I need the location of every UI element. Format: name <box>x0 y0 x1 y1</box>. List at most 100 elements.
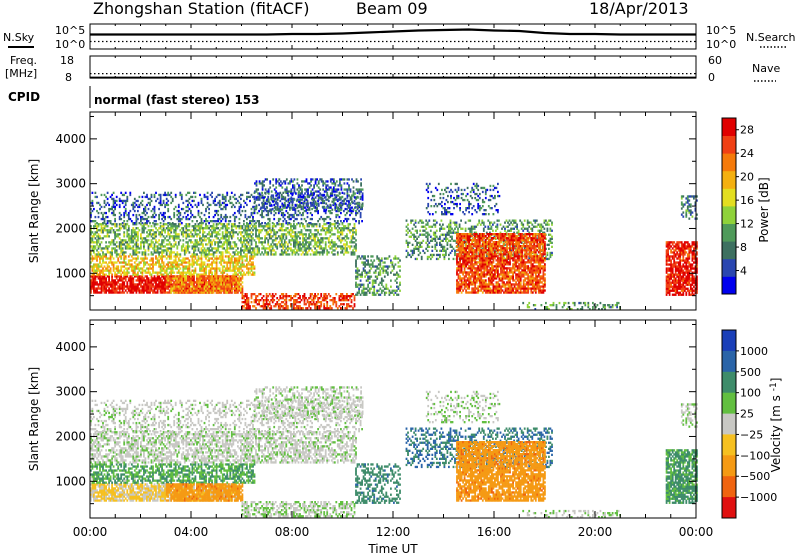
power-echo-cell <box>171 197 174 201</box>
power-echo-cell <box>143 287 145 290</box>
power-echo-cell <box>202 239 204 242</box>
power-echo-cell <box>158 227 160 230</box>
power-echo-cell <box>258 235 260 238</box>
power-echo-cell <box>117 279 120 282</box>
power-echo-cell <box>100 223 103 226</box>
power-echo-cell <box>182 277 185 280</box>
power-echo-cell <box>135 283 138 286</box>
power-echo-cell <box>150 225 153 228</box>
power-echo-cell <box>273 206 276 209</box>
power-echo-cell <box>309 231 312 234</box>
power-echo-cell <box>250 265 253 268</box>
power-echo-cell <box>353 253 356 256</box>
power-echo-cell <box>200 197 203 201</box>
power-echo-cell <box>291 229 294 232</box>
power-echo-cell <box>321 253 324 256</box>
power-echo-cell <box>111 239 113 242</box>
power-echo-cell <box>340 220 342 223</box>
power-echo-cell <box>226 235 229 238</box>
power-echo-cell <box>199 235 201 238</box>
power-echo-cell <box>267 190 270 193</box>
power-echo-cell <box>335 194 338 197</box>
power-echo-cell <box>112 223 115 226</box>
power-echo-cell <box>243 241 245 244</box>
power-echo-cell <box>276 202 279 205</box>
power-echo-cell <box>336 229 339 232</box>
power-echo-cell <box>247 241 250 244</box>
power-echo-cell <box>126 235 129 238</box>
power-echo-cell <box>97 233 100 236</box>
power-echo-cell <box>215 287 218 290</box>
power-echo-cell <box>123 271 126 274</box>
power-echo-cell <box>126 197 129 201</box>
power-echo-cell <box>203 213 206 217</box>
power-echo-cell <box>312 301 315 304</box>
power-echo-cell <box>305 249 307 252</box>
power-echo-cell <box>205 273 207 276</box>
power-echo-cell <box>124 251 127 254</box>
power-echo-cell <box>137 227 139 230</box>
power-echo-cell <box>305 198 308 201</box>
power-echo-cell <box>167 231 170 234</box>
power-echo-cell <box>168 215 171 219</box>
power-echo-cell <box>302 307 304 310</box>
power-echo-cell <box>310 190 312 193</box>
power-echo-cell <box>179 263 182 266</box>
power-echo-cell <box>340 186 343 189</box>
power-echo-cell <box>177 265 180 268</box>
power-echo-cell <box>180 273 183 276</box>
power-echo-cell <box>232 233 235 236</box>
power-echo-cell <box>141 237 144 240</box>
power-echo-cell <box>133 269 136 272</box>
power-echo-cell <box>102 257 104 260</box>
power-echo-cell <box>102 285 104 288</box>
power-echo-cell <box>336 251 339 254</box>
power-echo-cell <box>177 253 180 256</box>
noise-strip <box>89 23 697 50</box>
power-echo-cell <box>118 271 121 274</box>
power-echo-cell <box>176 283 179 286</box>
power-echo-cell <box>326 227 329 230</box>
power-echo-cell <box>296 178 299 181</box>
power-echo-cell <box>359 213 362 217</box>
power-echo-cell <box>247 261 250 264</box>
power-echo-cell <box>326 184 329 187</box>
power-echo-cell <box>97 225 100 228</box>
power-echo-cell <box>174 231 177 234</box>
power-echo-cell <box>250 269 253 272</box>
power-echo-cell <box>170 279 173 282</box>
power-echo-cell <box>206 205 209 209</box>
power-echo-cell <box>162 220 165 223</box>
power-echo-cell <box>199 215 201 219</box>
power-echo-cell <box>112 265 115 268</box>
power-echo-cell <box>336 225 339 228</box>
power-echo-cell <box>96 289 98 292</box>
power-echo-cell <box>311 217 313 221</box>
power-echo-cell <box>257 188 259 191</box>
power-echo-cell <box>140 291 142 294</box>
power-echo-cell <box>159 291 162 294</box>
power-echo-cell <box>226 287 229 290</box>
power-echo-cell <box>255 307 257 310</box>
power-echo-cell <box>230 269 233 272</box>
power-echo-cell <box>109 257 112 260</box>
power-echo-cell <box>200 199 203 203</box>
power-echo-cell <box>205 239 207 242</box>
power-echo-cell <box>120 223 123 226</box>
power-echo-cell <box>126 220 129 223</box>
power-echo-cell <box>359 197 362 201</box>
power-echo-cell <box>202 249 204 252</box>
power-echo-cell <box>182 245 185 248</box>
power-echo-cell <box>180 195 183 199</box>
power-echo-cell <box>111 241 113 244</box>
power-echo-cell <box>106 222 109 225</box>
power-echo-cell <box>162 223 165 226</box>
power-echo-cell <box>203 261 206 264</box>
power-echo-cell <box>133 229 136 232</box>
power-echo-cell <box>233 275 236 278</box>
power-echo-cell <box>91 259 94 262</box>
power-echo-cell <box>247 269 250 272</box>
power-echo-cell <box>197 249 200 252</box>
power-echo-cell <box>149 222 151 225</box>
power-echo-cell <box>285 241 288 244</box>
